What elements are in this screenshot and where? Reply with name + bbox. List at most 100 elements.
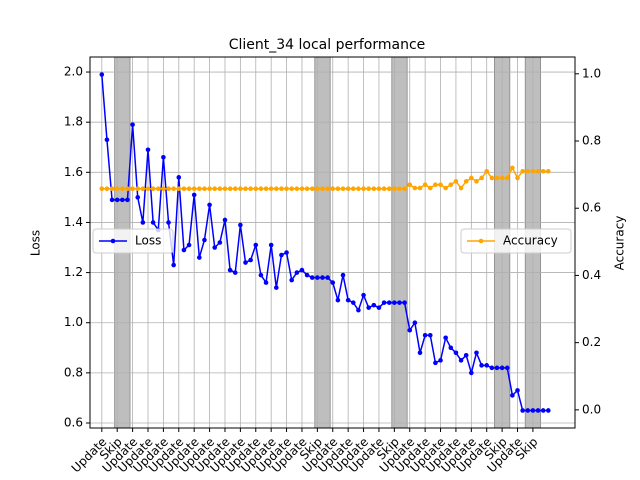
data-point xyxy=(109,197,115,203)
y2-tick-label: 1.0 xyxy=(582,66,601,80)
data-point xyxy=(263,280,269,285)
data-point xyxy=(458,358,464,363)
data-point xyxy=(253,242,259,248)
data-point xyxy=(274,186,279,192)
data-point xyxy=(371,186,377,192)
data-point xyxy=(181,186,187,192)
data-point xyxy=(125,197,130,203)
data-point xyxy=(135,186,141,192)
data-point xyxy=(417,185,423,191)
data-point xyxy=(176,186,182,192)
data-point xyxy=(325,186,330,192)
data-point xyxy=(469,370,474,376)
data-point xyxy=(494,365,500,371)
data-point xyxy=(535,168,541,174)
data-point xyxy=(181,247,187,253)
data-point xyxy=(448,182,454,187)
data-point xyxy=(376,305,382,310)
data-point xyxy=(279,252,284,258)
data-point xyxy=(114,186,120,192)
data-point xyxy=(340,272,346,278)
data-point xyxy=(330,280,336,285)
data-point xyxy=(284,250,289,255)
data-point xyxy=(171,262,176,268)
data-point xyxy=(448,345,454,351)
data-point xyxy=(268,186,274,192)
data-point xyxy=(499,175,505,181)
data-point xyxy=(304,186,310,192)
data-point xyxy=(191,186,197,192)
data-point xyxy=(238,186,243,192)
data-point xyxy=(540,168,546,174)
data-point xyxy=(340,186,346,192)
y-tick-label: 1.8 xyxy=(64,115,83,129)
data-point xyxy=(217,186,223,192)
y-tick-label: 1.4 xyxy=(64,215,83,229)
data-point xyxy=(248,257,253,263)
data-point xyxy=(361,292,366,298)
data-point xyxy=(309,186,315,192)
data-point xyxy=(484,363,490,368)
y-tick-label: 1.2 xyxy=(64,265,83,279)
y2-tick-label: 0.8 xyxy=(582,134,601,148)
data-point xyxy=(207,202,212,208)
chart-title: Client_34 local performance xyxy=(229,37,426,53)
data-point xyxy=(150,186,156,192)
data-point xyxy=(484,168,490,174)
data-point xyxy=(222,186,228,192)
data-point xyxy=(453,350,459,356)
y-tick-label: 0.8 xyxy=(64,365,83,379)
data-point xyxy=(309,275,315,280)
data-point xyxy=(145,186,151,192)
data-point xyxy=(397,300,402,305)
data-point xyxy=(145,147,151,153)
plot-frame xyxy=(89,56,576,429)
data-point xyxy=(289,186,294,192)
data-point xyxy=(515,175,520,181)
data-point xyxy=(546,408,551,413)
data-point xyxy=(202,186,207,192)
data-point xyxy=(530,168,536,174)
data-point xyxy=(489,365,495,371)
data-point xyxy=(356,307,361,313)
data-point xyxy=(381,186,387,192)
data-point xyxy=(463,353,469,358)
data-point xyxy=(232,270,238,275)
data-point xyxy=(474,350,479,356)
data-point xyxy=(207,186,212,192)
data-point xyxy=(197,186,202,192)
data-point xyxy=(504,175,510,181)
data-point xyxy=(304,272,310,278)
data-point xyxy=(443,185,448,191)
data-point xyxy=(402,186,407,192)
data-point xyxy=(427,185,433,191)
data-point xyxy=(412,320,418,326)
legend-box xyxy=(92,228,174,254)
y2-tick-label: 0.4 xyxy=(582,268,601,282)
data-point xyxy=(510,165,515,171)
data-point xyxy=(104,186,110,192)
data-point xyxy=(253,186,259,192)
data-point xyxy=(525,168,531,174)
data-point xyxy=(417,350,423,356)
data-point xyxy=(386,186,392,192)
data-point xyxy=(540,408,546,413)
data-point xyxy=(212,186,218,192)
data-point xyxy=(366,305,371,310)
data-point xyxy=(99,72,105,77)
data-point xyxy=(166,220,171,225)
data-point xyxy=(453,179,459,184)
data-point xyxy=(438,358,443,363)
series-line xyxy=(101,166,549,190)
data-point xyxy=(320,186,325,192)
data-point xyxy=(386,300,392,305)
data-point xyxy=(335,297,341,303)
data-point xyxy=(392,186,397,192)
data-point xyxy=(227,267,233,273)
data-point xyxy=(299,267,305,273)
data-point xyxy=(161,186,166,192)
data-point xyxy=(530,408,536,413)
data-point xyxy=(335,186,341,192)
y2-tick-label: 0.2 xyxy=(582,335,601,349)
data-point xyxy=(504,365,510,371)
